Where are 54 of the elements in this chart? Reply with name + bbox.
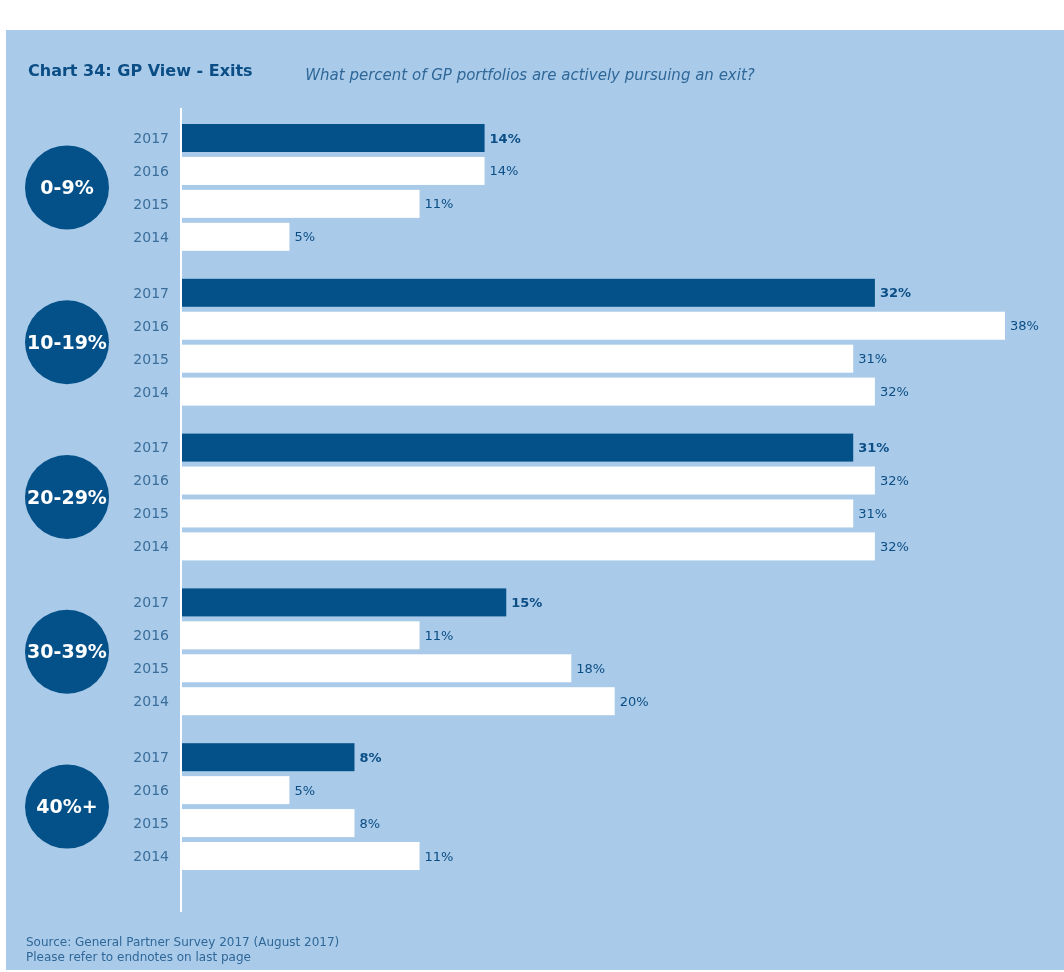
bar	[181, 124, 485, 152]
data-label: 31%	[858, 351, 888, 367]
y-tick-label: 20-29%	[27, 485, 107, 508]
data-label: 31%	[858, 440, 890, 456]
data-label: 5%	[294, 782, 316, 798]
bar	[181, 743, 355, 772]
chart-title: Chart 34: GP View - Exits	[28, 61, 253, 80]
data-label: 11%	[424, 848, 454, 864]
data-label: 32%	[879, 285, 912, 301]
text: 2016	[133, 627, 169, 644]
bar	[181, 588, 507, 617]
data-label: 8%	[359, 815, 381, 831]
y-tick-label: 30-39%	[27, 640, 107, 663]
data-label: 8%	[359, 749, 382, 765]
data-label: 32%	[879, 384, 909, 400]
text: 2016	[133, 782, 169, 799]
text: 2014	[133, 538, 169, 555]
data-label: 11%	[424, 627, 454, 643]
y-tick-label: 0-9%	[40, 176, 94, 199]
text: 2017	[133, 594, 169, 611]
text: 2015	[133, 505, 169, 522]
text: 2014	[133, 383, 169, 400]
y-tick-label: 10-19%	[27, 330, 107, 353]
series-label: 2016	[133, 162, 170, 179]
y-tick-label: 40%+	[36, 795, 98, 818]
data-label: 38%	[1010, 318, 1039, 334]
text: 2017	[133, 439, 169, 456]
series-label: 2017	[133, 129, 169, 146]
bar	[181, 433, 854, 462]
data-label: 11%	[424, 196, 454, 212]
data-label: 5%	[294, 229, 316, 245]
text: 2015	[133, 660, 169, 677]
series-label: 2015	[133, 195, 169, 212]
data-label: 18%	[576, 660, 606, 676]
text: 2017	[133, 749, 169, 766]
data-label: 14%	[489, 130, 521, 146]
data-label: 15%	[511, 594, 543, 610]
series-label: 2014	[133, 228, 170, 245]
chart-subtitle: What percent of GP portfolios are actively pursuing an exit?	[305, 66, 755, 84]
source-note: Source: General Partner Survey 2017 (August 2017)	[26, 935, 340, 949]
text: 2015	[133, 350, 169, 367]
text: 2017	[133, 284, 169, 301]
data-label: 14%	[489, 163, 519, 179]
text: 2016	[133, 317, 169, 334]
text: 2016	[133, 472, 169, 489]
text: 2014	[133, 847, 169, 864]
data-label: 31%	[858, 506, 888, 522]
data-label: 32%	[879, 473, 909, 489]
data-label: 32%	[879, 538, 909, 554]
text: Please refer to endnotes on last page	[26, 950, 251, 964]
text: 2015	[133, 814, 169, 831]
data-label: 20%	[619, 693, 649, 709]
text: 2014	[133, 693, 169, 710]
bar	[181, 278, 875, 307]
